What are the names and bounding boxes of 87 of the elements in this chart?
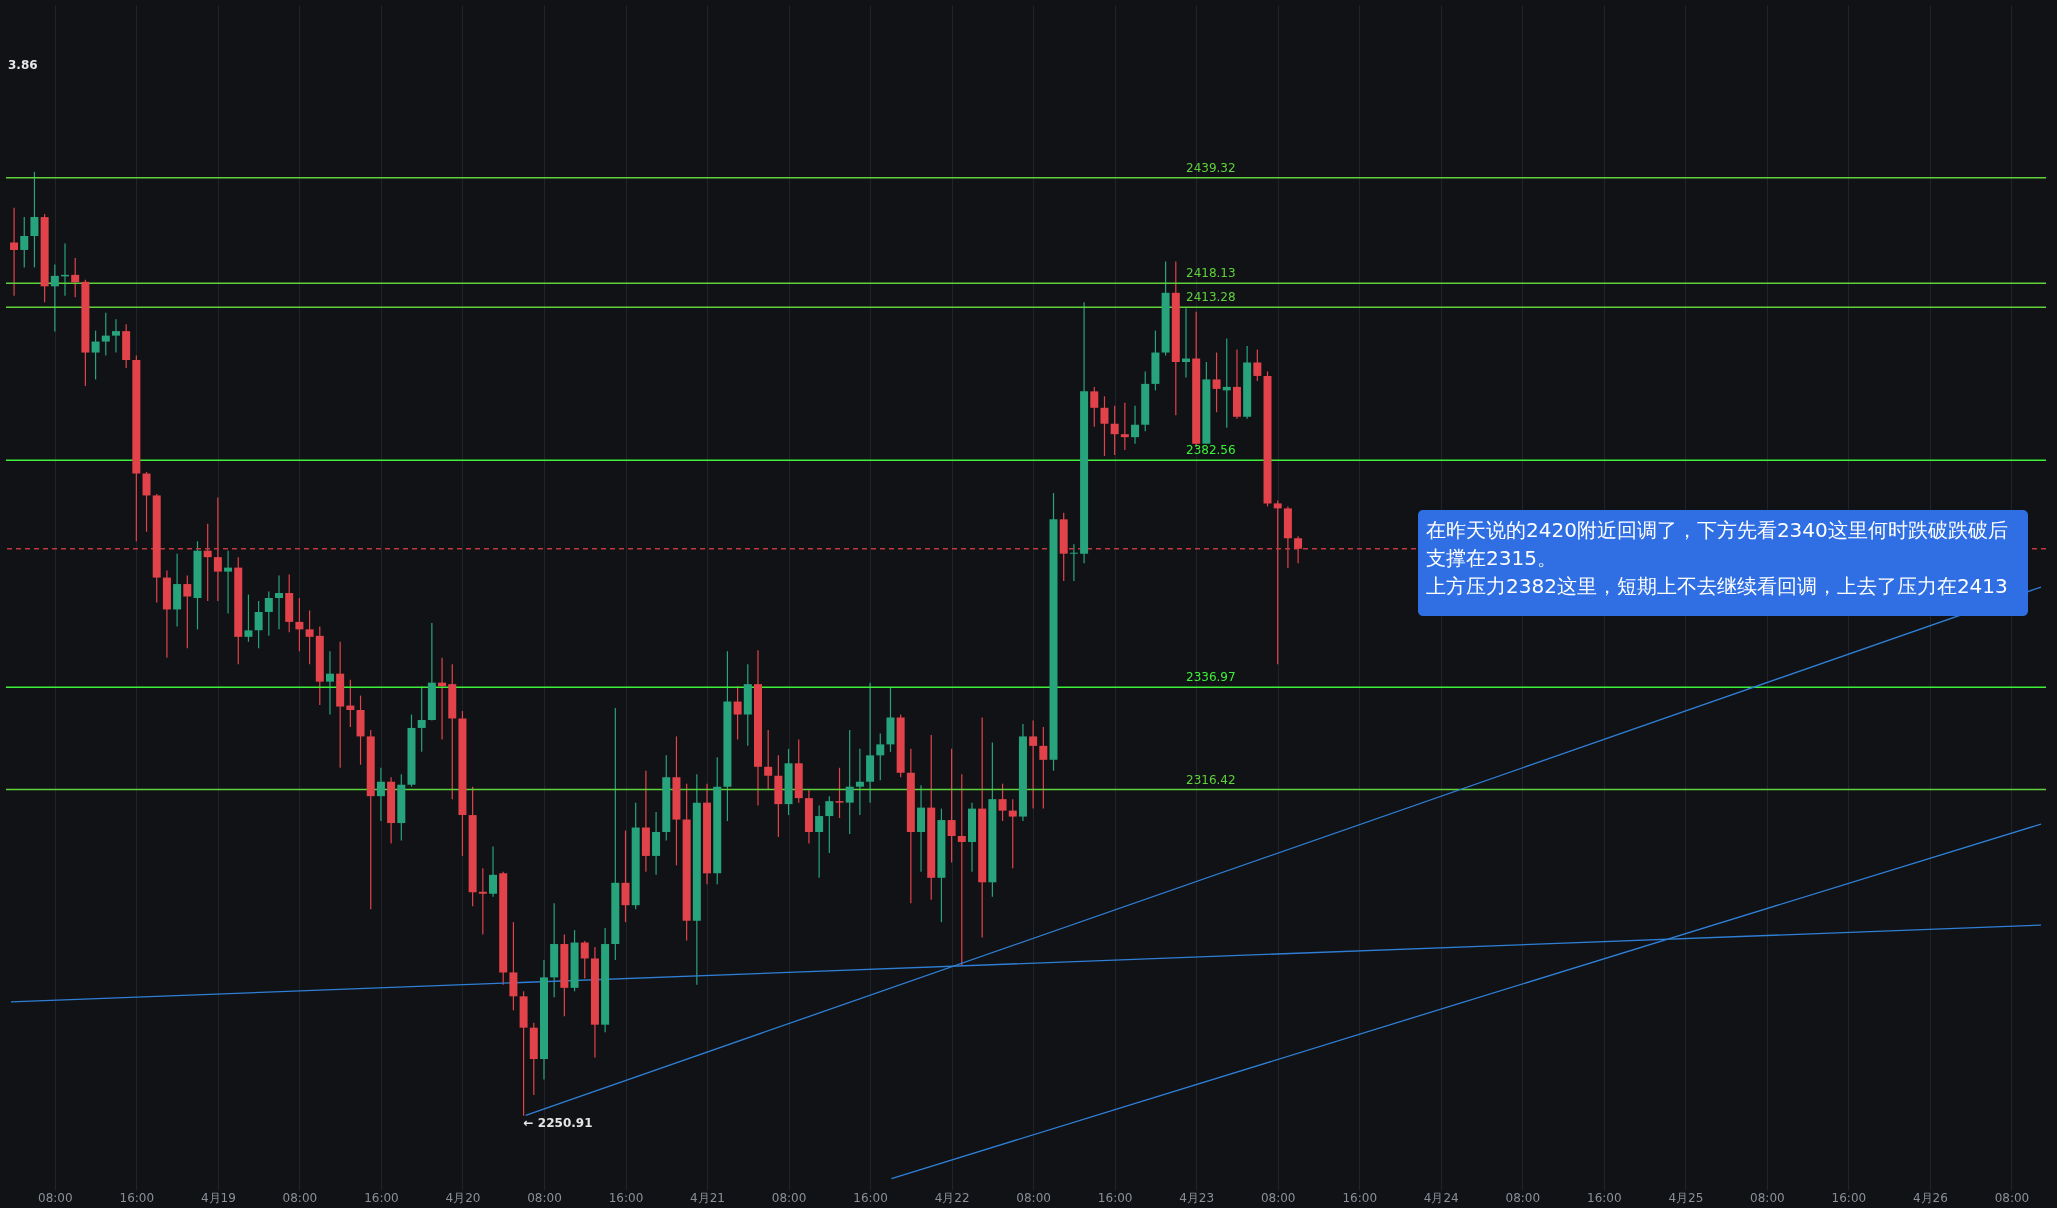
annotation: ← 2250.91 [523, 1115, 593, 1130]
candlestick [183, 574, 192, 649]
candlestick [1090, 386, 1099, 428]
ref-line-label: 2439.32 [1186, 160, 1236, 175]
candlestick [417, 685, 426, 753]
annotation: 在昨天说的2420附近回调了，下方先看2340这里何时跌破跌破后支撑在2315。 [1426, 518, 2008, 570]
candlestick [957, 773, 966, 967]
x-tick-label: 4月19 [200, 1190, 236, 1205]
x-tick-label: 4月24 [1423, 1190, 1459, 1205]
x-tick-label: 08:00 [38, 1190, 73, 1205]
candlestick [376, 767, 385, 822]
x-tick-label: 08:00 [1994, 1190, 2030, 1205]
candlestick [295, 597, 304, 652]
candlestick [1253, 348, 1262, 382]
candlestick [825, 795, 834, 854]
x-tick-label: 16:00 [853, 1190, 888, 1205]
x-tick-label: 16:00 [608, 1190, 644, 1205]
candlestick [71, 257, 80, 298]
ref-line-label: 2316.42 [1186, 772, 1236, 787]
candlestick [815, 805, 824, 879]
candlestick [244, 593, 253, 643]
candlestick [733, 685, 742, 740]
candlestick [1120, 402, 1129, 451]
x-tick-label: 08:00 [1260, 1190, 1296, 1205]
candlestick [1110, 405, 1119, 456]
candlestick [876, 732, 885, 781]
candlestick [1100, 395, 1109, 457]
ref-line-label: 2382.56 [1186, 443, 1236, 458]
candlestick [1294, 535, 1303, 564]
candlestick [1039, 726, 1048, 810]
x-tick-label: 08:00 [1016, 1190, 1051, 1205]
candlestick [10, 207, 19, 297]
candlestick [478, 867, 487, 936]
candlestick [947, 748, 956, 863]
candlestick [1069, 543, 1078, 582]
candlestick [91, 330, 100, 381]
candlestick [305, 609, 314, 665]
x-tick-label: 08:00 [771, 1190, 807, 1205]
annotation: 上方压力2382这里，短期上不去继续看回调，上去了压力在2413 [1426, 574, 2008, 598]
ref-line-label: 2413.28 [1186, 290, 1236, 305]
candlestick [203, 523, 212, 602]
x-tick-label: 4月23 [1179, 1190, 1215, 1205]
candlestick [30, 171, 39, 268]
candlestick [20, 216, 29, 268]
candlestick [1029, 719, 1038, 810]
candlestick [325, 650, 334, 716]
x-tick-label: 08:00 [527, 1190, 562, 1205]
candlestick [213, 496, 222, 602]
x-tick-label: 16:00 [1097, 1190, 1133, 1205]
x-tick-label: 4月20 [445, 1190, 481, 1205]
candlestick [264, 590, 273, 637]
candlestick [111, 318, 120, 354]
candlestick [621, 829, 630, 923]
x-tick-label: 08:00 [1750, 1190, 1785, 1205]
x-tick-label: 08:00 [1505, 1190, 1541, 1205]
candlestick [998, 783, 1007, 822]
candlestick [101, 312, 110, 357]
candlestick [764, 729, 773, 791]
x-tick-label: 4月25 [1668, 1190, 1704, 1205]
ref-line-label: 2336.97 [1186, 670, 1236, 685]
candlestick [855, 748, 864, 816]
candlestick [835, 767, 844, 819]
candlestick [142, 471, 151, 533]
x-tick-label: 16:00 [1587, 1190, 1622, 1205]
candlestick [652, 811, 661, 876]
candlestick [580, 940, 589, 979]
ref-line-label: 2418.13 [1186, 266, 1236, 281]
candlestick [275, 574, 284, 630]
candlestick [254, 600, 263, 649]
candlestick [509, 921, 518, 1011]
x-tick-label: 16:00 [119, 1190, 155, 1205]
x-tick-label: 08:00 [282, 1190, 318, 1205]
candlestick [1273, 499, 1282, 665]
candlestick [1008, 798, 1017, 869]
candlestick [50, 263, 59, 333]
candlestick [1131, 405, 1140, 445]
candlestick [1212, 351, 1221, 413]
x-tick-label: 4月26 [1912, 1190, 1948, 1205]
candlestick [845, 729, 854, 835]
x-tick-label: 4月21 [690, 1190, 725, 1205]
candlestick [224, 550, 233, 615]
x-tick-label: 16:00 [1342, 1190, 1378, 1205]
x-tick-label: 4月22 [934, 1190, 970, 1205]
annotation: 3.86 [8, 58, 38, 72]
x-tick-label: 16:00 [1831, 1190, 1867, 1205]
candlestick [489, 845, 498, 898]
x-tick-label: 16:00 [364, 1190, 399, 1205]
